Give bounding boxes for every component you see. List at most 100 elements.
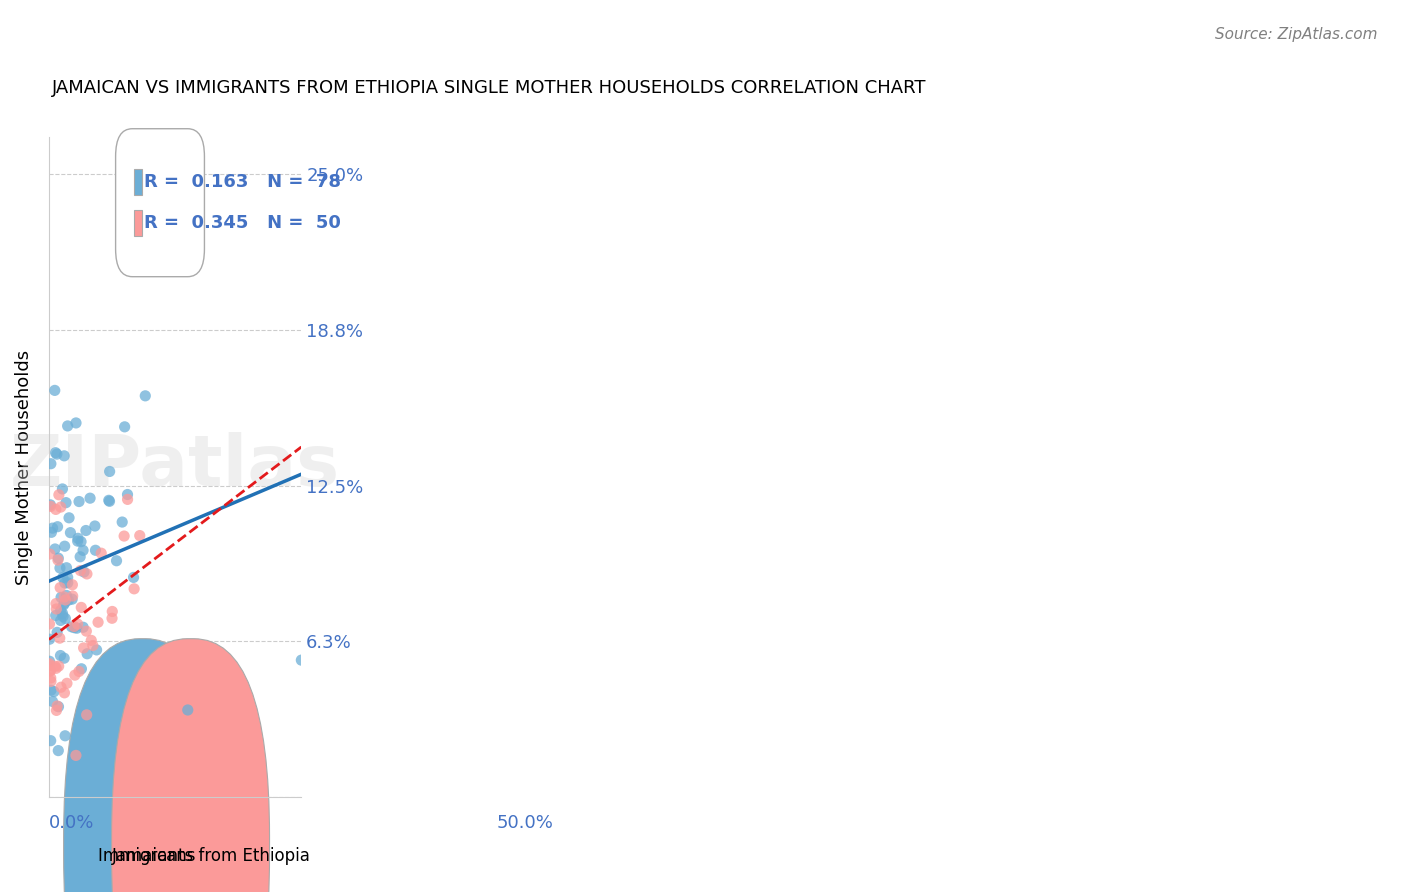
Point xyxy=(52,571,75,585)
Point xyxy=(41,525,63,540)
Point xyxy=(44,659,66,673)
Point xyxy=(39,671,62,685)
Point xyxy=(112,529,135,543)
Point xyxy=(58,593,80,607)
Point xyxy=(76,647,98,661)
Point xyxy=(122,570,145,584)
Point xyxy=(48,659,70,673)
FancyBboxPatch shape xyxy=(115,128,204,277)
Point xyxy=(53,686,76,700)
Point xyxy=(52,598,75,612)
Point xyxy=(83,519,105,533)
Text: 50.0%: 50.0% xyxy=(496,814,554,831)
Text: R =  0.345   N =  50: R = 0.345 N = 50 xyxy=(145,214,342,232)
Point xyxy=(46,551,69,566)
Point xyxy=(66,534,89,549)
Point xyxy=(76,707,98,722)
Y-axis label: Single Mother Households: Single Mother Households xyxy=(15,350,32,584)
Point xyxy=(87,615,110,630)
FancyBboxPatch shape xyxy=(63,639,222,892)
Point xyxy=(46,553,69,567)
Point xyxy=(48,631,70,645)
Bar xyxy=(135,169,142,195)
Point xyxy=(114,420,136,434)
Point xyxy=(86,643,108,657)
Point xyxy=(48,488,70,502)
Point xyxy=(45,608,67,623)
Point xyxy=(56,676,79,690)
Point xyxy=(41,521,63,535)
Point xyxy=(75,624,97,639)
Point xyxy=(72,620,94,634)
Text: Immigrants from Ethiopia: Immigrants from Ethiopia xyxy=(98,847,311,864)
Point xyxy=(60,620,83,634)
Point xyxy=(60,578,83,592)
Point xyxy=(69,549,91,564)
Point xyxy=(111,515,134,529)
Point xyxy=(52,609,75,624)
Point xyxy=(38,657,60,671)
Point xyxy=(39,498,62,512)
Point xyxy=(76,566,98,581)
Point xyxy=(45,447,67,461)
Point xyxy=(181,242,204,256)
Point xyxy=(49,614,72,628)
Point xyxy=(56,418,79,433)
Point xyxy=(38,664,60,678)
Point xyxy=(80,633,103,648)
Point xyxy=(45,703,67,717)
Point xyxy=(53,590,76,604)
Point xyxy=(101,605,124,619)
Point xyxy=(45,502,67,516)
Point xyxy=(45,602,67,616)
FancyBboxPatch shape xyxy=(111,639,270,892)
Point xyxy=(55,560,77,574)
Point xyxy=(38,654,60,668)
Point xyxy=(53,449,76,463)
Point xyxy=(49,648,72,663)
Point xyxy=(48,699,70,714)
Point xyxy=(56,575,79,590)
Point xyxy=(46,625,69,640)
Point xyxy=(38,547,60,561)
Point xyxy=(72,640,94,655)
Point xyxy=(79,491,101,506)
Point xyxy=(45,446,67,460)
Point xyxy=(62,589,84,603)
Point xyxy=(90,546,112,560)
Point xyxy=(97,493,120,508)
Text: ZIPatlas: ZIPatlas xyxy=(10,433,340,501)
Point xyxy=(66,621,89,635)
Text: 0.0%: 0.0% xyxy=(49,814,94,831)
Point xyxy=(98,465,121,479)
Point xyxy=(49,603,72,617)
Point xyxy=(49,500,72,514)
Point xyxy=(53,729,76,743)
Point xyxy=(72,543,94,558)
Point xyxy=(38,632,60,647)
Point xyxy=(101,611,124,625)
Point xyxy=(128,528,150,542)
Point xyxy=(55,589,77,603)
Point xyxy=(39,500,62,514)
Point xyxy=(46,698,69,713)
Text: Jamaicans: Jamaicans xyxy=(111,847,195,864)
Point xyxy=(56,570,79,584)
Point xyxy=(53,611,76,625)
Point xyxy=(75,524,97,538)
Point xyxy=(44,384,66,398)
Point xyxy=(63,668,86,682)
Text: R =  0.163   N =  78: R = 0.163 N = 78 xyxy=(145,173,342,192)
Point xyxy=(63,619,86,633)
Point xyxy=(39,664,62,678)
Point xyxy=(117,492,139,507)
Point xyxy=(39,457,62,471)
Point xyxy=(53,576,76,591)
Point xyxy=(66,532,89,546)
Point xyxy=(290,653,312,667)
Point xyxy=(46,519,69,533)
Point xyxy=(45,597,67,611)
Point xyxy=(42,684,65,698)
Point xyxy=(59,525,82,540)
Point xyxy=(49,581,72,595)
